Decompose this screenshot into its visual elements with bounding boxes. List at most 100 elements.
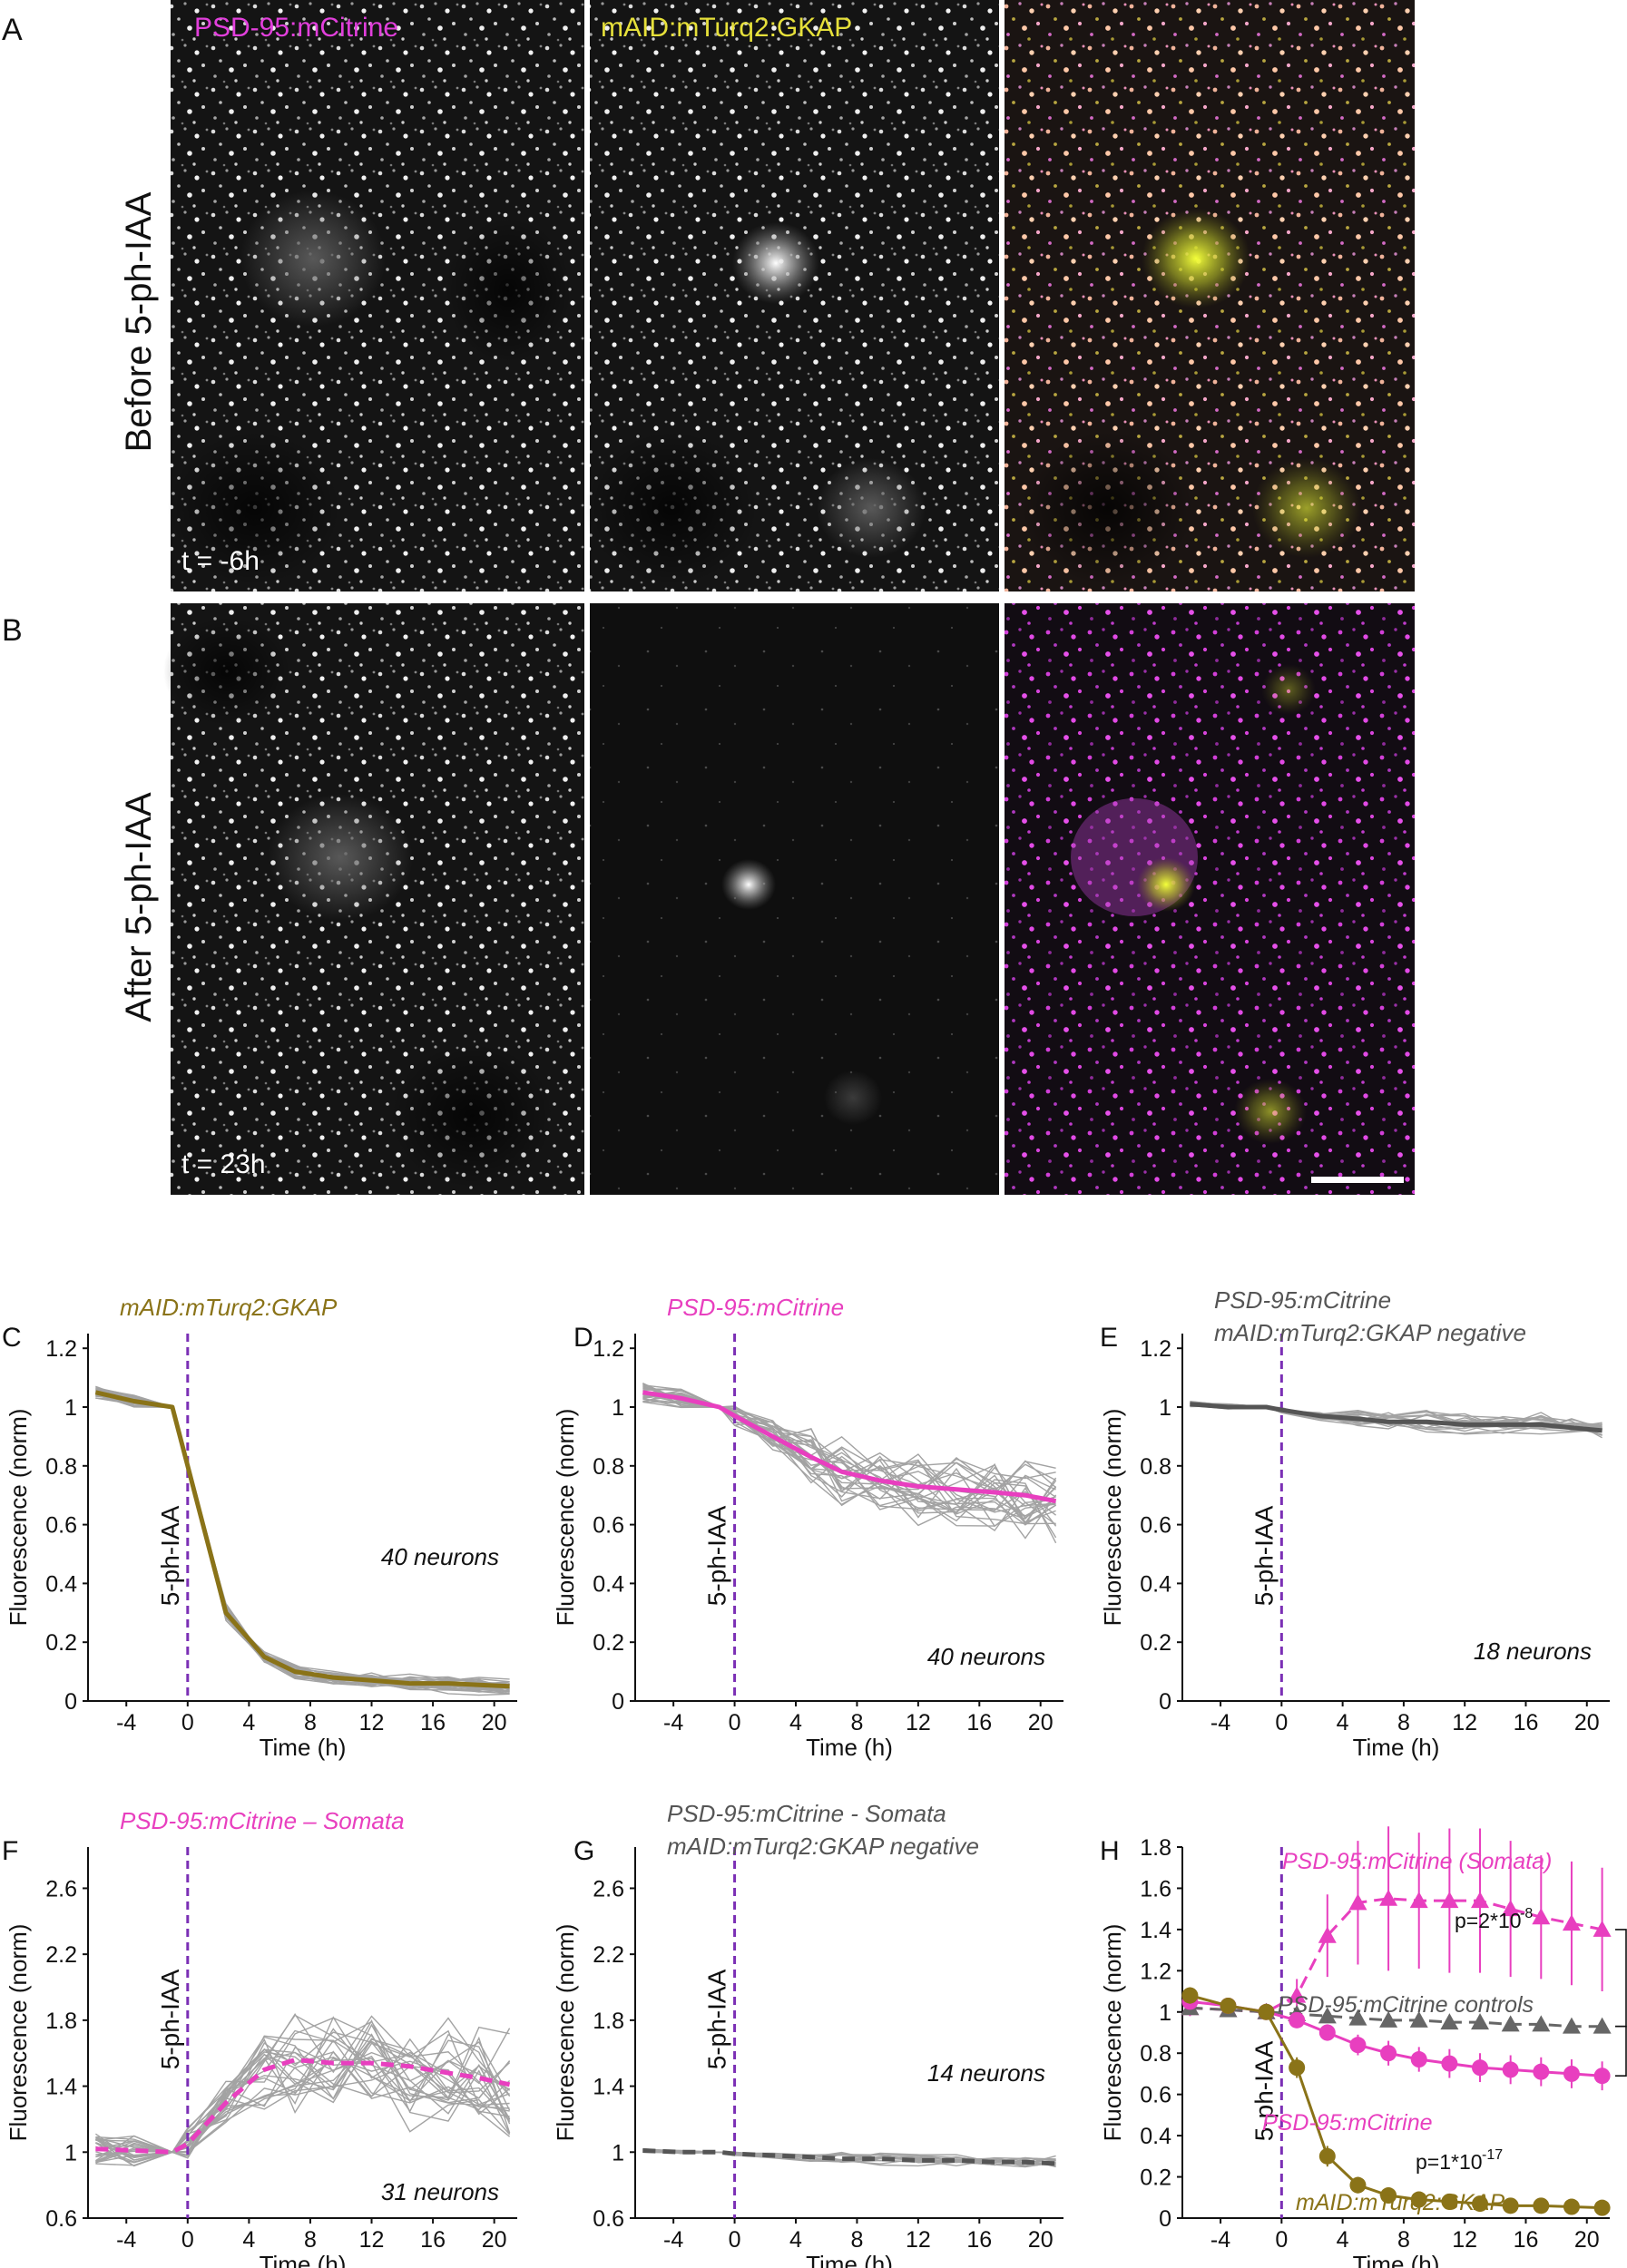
y-tick-label: 0.2 bbox=[593, 1630, 624, 1656]
data-point bbox=[1501, 1900, 1520, 1917]
y-tick-label: 1 bbox=[64, 1395, 77, 1421]
x-tick-label: 20 bbox=[1574, 1710, 1600, 1735]
y-tick-label: 0.2 bbox=[1140, 1630, 1171, 1656]
x-tick-label: 16 bbox=[420, 2227, 446, 2253]
x-tick-label: 12 bbox=[1452, 1710, 1477, 1735]
chart-title: PSD-95:mCitrine bbox=[1214, 1286, 1391, 1314]
y-tick-label: 0 bbox=[612, 1689, 624, 1715]
y-tick-label: 0.6 bbox=[1140, 2083, 1171, 2108]
chart-c: C 0 0.2 0.4 0.6 0.8 1 1.2 -4 0 4 8 12 16 20 Time (h) Flu… bbox=[2, 1294, 517, 1761]
neuron-count: 31 neurons bbox=[381, 2178, 499, 2205]
y-tick-label: 1.2 bbox=[45, 1336, 77, 1362]
y-tick-label: 0.4 bbox=[45, 1571, 77, 1597]
data-point bbox=[1441, 2193, 1458, 2210]
x-tick-label: 20 bbox=[1574, 2227, 1600, 2253]
data-point bbox=[1288, 1986, 1307, 2003]
data-point bbox=[1409, 2010, 1428, 2028]
data-point bbox=[1502, 2197, 1519, 2214]
data-point bbox=[1348, 1893, 1367, 1911]
y-tick-label: 0.2 bbox=[45, 1630, 77, 1656]
data-point bbox=[1533, 2063, 1550, 2080]
y-tick-label: 1.6 bbox=[1140, 1876, 1171, 1901]
data-point bbox=[1349, 2176, 1367, 2194]
y-tick-label: 1.8 bbox=[593, 2009, 624, 2034]
x-tick-label: 20 bbox=[1028, 1710, 1054, 1735]
data-point bbox=[1379, 2010, 1398, 2028]
data-point bbox=[1593, 2199, 1611, 2216]
x-tick-label: 8 bbox=[1397, 1710, 1410, 1735]
data-point bbox=[1410, 2051, 1427, 2068]
treatment-label: 5-ph-IAA bbox=[156, 1505, 184, 1606]
data-point bbox=[1318, 2147, 1336, 2165]
panel-letter-f: F bbox=[2, 1836, 18, 1866]
x-tick-label: 4 bbox=[1337, 2227, 1349, 2253]
panel-b: B After 5-ph-IAA t = 23h bbox=[2, 603, 1415, 1195]
y-tick-label: 0.8 bbox=[45, 1454, 77, 1480]
y-tick-label: 0.6 bbox=[593, 1513, 624, 1539]
data-point bbox=[1562, 1914, 1581, 1931]
y-tick-label: 0 bbox=[1159, 1689, 1171, 1715]
x-tick-label: -4 bbox=[116, 1710, 136, 1735]
neuron-trace bbox=[642, 1393, 1056, 1519]
y-tick-label: 0.4 bbox=[1140, 2124, 1171, 2149]
x-axis-label: Time (h) bbox=[1353, 2251, 1440, 2268]
channel-label-psd95: PSD-95:mCitrine bbox=[194, 13, 398, 43]
x-tick-label: 20 bbox=[482, 2227, 507, 2253]
series-label: PSD-95:mCitrine controls bbox=[1278, 1992, 1534, 2018]
x-tick-label: 12 bbox=[359, 2227, 385, 2253]
y-tick-label: 1.8 bbox=[45, 2009, 77, 2034]
x-axis-label: Time (h) bbox=[1353, 1734, 1440, 1761]
x-tick-label: 12 bbox=[906, 1710, 931, 1735]
image-a-gkap bbox=[585, 0, 999, 591]
data-point bbox=[1318, 2007, 1337, 2024]
neuron-trace bbox=[642, 2148, 1056, 2165]
y-tick-label: 2.6 bbox=[593, 1876, 624, 1901]
image-a-merge bbox=[1005, 0, 1415, 591]
x-tick-label: 8 bbox=[304, 2227, 317, 2253]
significance-bracket bbox=[1615, 1929, 1627, 2028]
x-axis-label: Time (h) bbox=[806, 2251, 893, 2268]
chart-title: mAID:mTurq2:GKAP bbox=[120, 1294, 338, 1321]
x-tick-label: 12 bbox=[359, 1710, 385, 1735]
chart-title: PSD-95:mCitrine – Somata bbox=[120, 1807, 405, 1834]
y-tick-label: 1.4 bbox=[1140, 1918, 1171, 1943]
panel-a: A Before 5-ph-IAA PSD-95:mCitrine mAID:m… bbox=[2, 0, 1415, 591]
data-point bbox=[1220, 1997, 1237, 2014]
p-value-cit-exp: -17 bbox=[1482, 2147, 1503, 2163]
x-tick-label: 8 bbox=[304, 1710, 317, 1735]
data-point bbox=[1562, 2017, 1581, 2034]
data-point bbox=[1289, 2059, 1306, 2077]
data-point bbox=[1441, 2055, 1458, 2072]
y-tick-label: 0 bbox=[64, 1689, 77, 1715]
y-tick-label: 0.8 bbox=[593, 1454, 624, 1480]
chart-d: D 0 0.2 0.4 0.6 0.8 1 1.2 -4 0 4 8 12 16 20 Time (h) Flu… bbox=[552, 1294, 1063, 1761]
data-point bbox=[1593, 2068, 1611, 2085]
x-tick-label: 0 bbox=[729, 2227, 741, 2253]
series-label: PSD-95:mCitrine bbox=[1262, 2110, 1433, 2136]
panel-letter-a: A bbox=[2, 13, 23, 47]
x-tick-label: 12 bbox=[1452, 2227, 1477, 2253]
y-axis-label: Fluorescence (norm) bbox=[1099, 1924, 1126, 2142]
chart-e: E 0 0.2 0.4 0.6 0.8 1 1.2 -4 0 4 8 12 16 20 Time (h) Flu… bbox=[1099, 1286, 1610, 1761]
y-tick-label: 1 bbox=[612, 2140, 624, 2165]
panel-letter-d: D bbox=[573, 1323, 593, 1353]
chart-g: G 0.6 1 1.4 1.8 2.2 2.6 -4 0 4 8 12 16 20 Time (h) Fluo… bbox=[552, 1800, 1063, 2268]
y-tick-label: 2.6 bbox=[45, 1876, 77, 1901]
y-axis-label: Fluorescence (norm) bbox=[552, 1409, 579, 1627]
x-tick-label: 16 bbox=[966, 2227, 992, 2253]
y-tick-label: 0.8 bbox=[1140, 2041, 1171, 2067]
x-tick-label: -4 bbox=[116, 2227, 136, 2253]
x-tick-label: 4 bbox=[789, 2227, 802, 2253]
x-tick-label: 8 bbox=[850, 1710, 863, 1735]
x-tick-label: 0 bbox=[729, 1710, 741, 1735]
x-tick-label: 0 bbox=[1275, 2227, 1288, 2253]
y-tick-label: 2.2 bbox=[45, 1942, 77, 1968]
x-tick-label: 16 bbox=[966, 1710, 992, 1735]
series-line bbox=[642, 1390, 1057, 1504]
y-axis-label: Fluorescence (norm) bbox=[5, 1924, 32, 2142]
panel-letter-b: B bbox=[2, 613, 23, 648]
neuron-count: 40 neurons bbox=[381, 1543, 499, 1570]
chart-f: F 0.6 1 1.4 1.8 2.2 2.6 -4 0 4 8 12 16 20 Time (h) Fluo… bbox=[2, 1807, 517, 2268]
y-axis-label: Fluorescence (norm) bbox=[552, 1924, 579, 2142]
x-tick-label: 12 bbox=[906, 2227, 931, 2253]
